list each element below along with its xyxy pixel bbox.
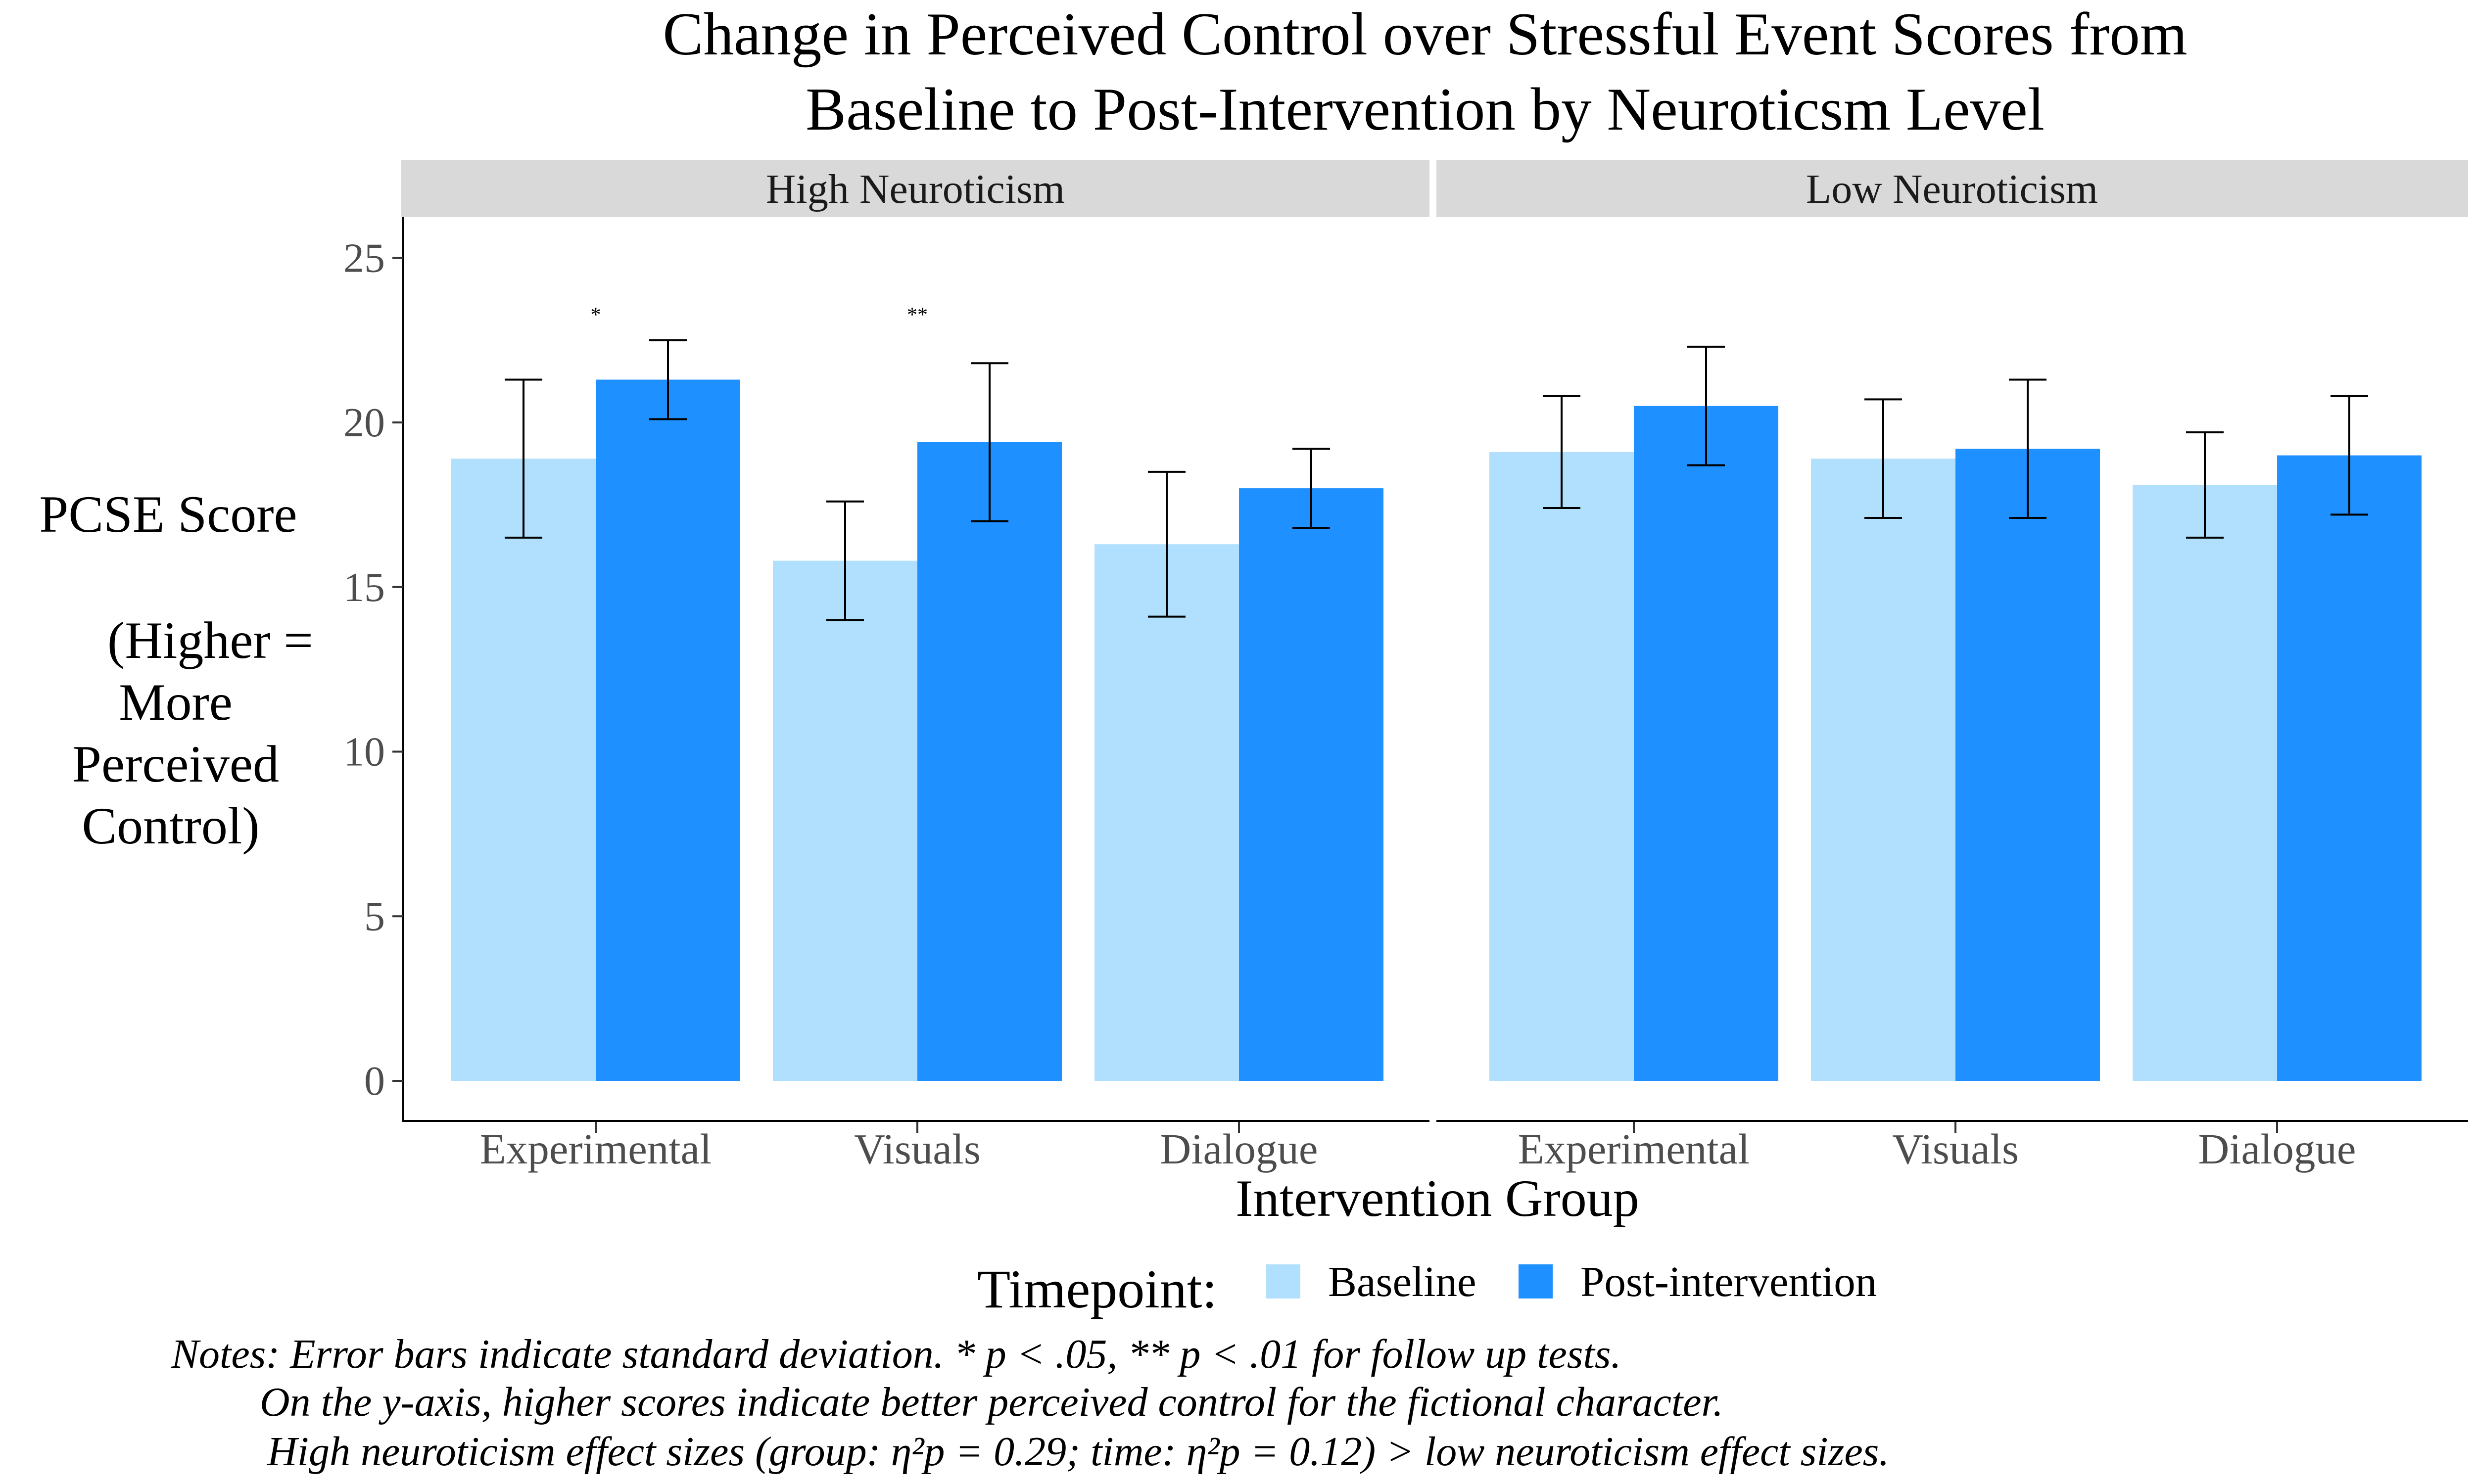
y-axis-title-line-5: Control) — [82, 797, 259, 855]
y-axis-title-line-2: (Higher = — [107, 611, 313, 669]
bar-low-neuroticism-dialogue-baseline — [2133, 485, 2277, 1081]
y-tick-label-0: 0 — [364, 1058, 385, 1104]
x-tick-label-low-neuroticism-experimental: Experimental — [1518, 1125, 1750, 1173]
bars-layer: * ** — [451, 304, 2422, 1081]
bar-low-neuroticism-experimental-baseline — [1489, 452, 1634, 1081]
bar-low-neuroticism-experimental-post-intervention — [1634, 406, 1778, 1081]
strip-high-neuroticism — [401, 160, 1429, 217]
x-tick-label-high-neuroticism-dialogue: Dialogue — [1160, 1125, 1318, 1173]
error-bar-low-neuroticism-visuals-post-intervention — [2009, 378, 2046, 519]
strip-label-high-neuroticism: High Neuroticism — [766, 166, 1065, 212]
legend-swatch-baseline — [1266, 1264, 1300, 1298]
x-axis-tick-labels: Experimental Visuals Dialogue Experimental V… — [480, 1122, 2356, 1173]
legend-swatch-post-intervention — [1519, 1264, 1553, 1298]
y-tick-label-10: 10 — [343, 729, 385, 775]
y-axis-title-line-3: More — [119, 673, 233, 731]
x-axis-title: Intervention Group — [1236, 1169, 1639, 1227]
bar-high-neuroticism-visuals-post-intervention — [917, 442, 1062, 1081]
bar-high-neuroticism-dialogue-baseline — [1094, 544, 1239, 1081]
x-tick-label-high-neuroticism-visuals: Visuals — [854, 1125, 981, 1173]
bar-low-neuroticism-visuals-baseline — [1811, 459, 1955, 1081]
error-bar-high-neuroticism-experimental-post-intervention — [649, 339, 687, 420]
note-line-2: On the y-axis, higher scores indicate be… — [260, 1379, 1723, 1425]
error-bar-high-neuroticism-dialogue-post-intervention — [1292, 448, 1330, 529]
y-tick-label-5: 5 — [364, 893, 385, 939]
significance-marker-high-neuroticism-experimental: * — [591, 304, 601, 326]
chart-title-line-1: Change in Perceived Control over Stressf… — [663, 0, 2187, 68]
x-tick-label-low-neuroticism-visuals: Visuals — [1892, 1125, 2019, 1173]
error-bar-low-neuroticism-dialogue-post-intervention — [2331, 395, 2368, 516]
error-bar-low-neuroticism-visuals-baseline — [1864, 398, 1902, 519]
error-bar-high-neuroticism-dialogue-baseline — [1148, 470, 1186, 618]
note-line-3: High neuroticism effect sizes (group: η²… — [267, 1429, 1889, 1475]
bar-high-neuroticism-experimental-post-intervention — [596, 379, 740, 1081]
legend-title: Timepoint: — [977, 1259, 1217, 1319]
x-tick-label-low-neuroticism-dialogue: Dialogue — [2198, 1125, 2356, 1173]
error-bar-low-neuroticism-dialogue-baseline — [2186, 431, 2224, 539]
bar-high-neuroticism-visuals-baseline — [773, 560, 917, 1081]
y-tick-label-15: 15 — [343, 564, 385, 610]
y-axis-title-line-4: Perceived — [72, 735, 279, 793]
y-tick-label-25: 25 — [343, 235, 385, 281]
bar-high-neuroticism-experimental-baseline — [451, 459, 596, 1081]
strip-low-neuroticism — [1436, 160, 2468, 217]
legend-label-baseline: Baseline — [1328, 1257, 1476, 1305]
note-line-1: Notes: Error bars indicate standard devi… — [171, 1331, 1621, 1377]
y-axis-ticks: 0 5 10 15 20 25 — [343, 235, 403, 1104]
bar-high-neuroticism-dialogue-post-intervention — [1239, 488, 1383, 1081]
y-tick-label-20: 20 — [343, 400, 385, 446]
error-bar-low-neuroticism-experimental-baseline — [1543, 395, 1580, 510]
bar-low-neuroticism-visuals-post-intervention — [1955, 449, 2100, 1081]
x-tick-label-high-neuroticism-experimental: Experimental — [480, 1125, 712, 1173]
strip-label-low-neuroticism: Low Neuroticism — [1806, 166, 2098, 212]
legend-label-post-intervention: Post-intervention — [1580, 1257, 1877, 1305]
error-bar-high-neuroticism-experimental-baseline — [505, 378, 542, 539]
chart-title-line-2: Baseline to Post-Intervention by Neuroti… — [806, 75, 2045, 143]
error-bar-high-neuroticism-visuals-baseline — [826, 500, 864, 621]
significance-marker-high-neuroticism-visuals: ** — [907, 304, 928, 326]
y-axis-title-line-1: PCSE Score — [39, 485, 297, 543]
bar-low-neuroticism-dialogue-post-intervention — [2277, 455, 2422, 1081]
error-bar-low-neuroticism-experimental-post-intervention — [1687, 345, 1725, 466]
error-bar-high-neuroticism-visuals-post-intervention — [971, 362, 1008, 522]
